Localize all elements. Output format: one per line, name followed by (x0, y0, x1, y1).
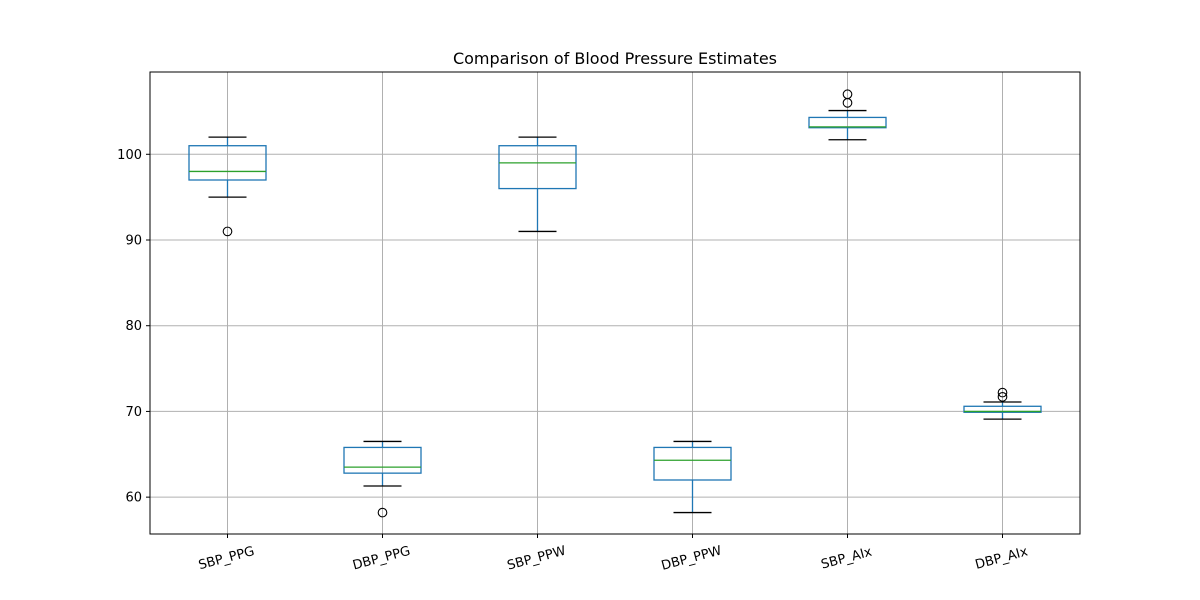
iqr-box (963, 405, 1042, 413)
box-DBP_PPW (653, 440, 732, 514)
outlier-point (377, 507, 388, 518)
iqr-box (808, 116, 887, 129)
outlier-point (997, 392, 1008, 402)
y-tick-label: 80 (125, 319, 142, 334)
outlier-point (222, 226, 233, 237)
iqr-box (343, 446, 422, 474)
y-tick-label: 60 (125, 491, 142, 506)
iqr-box (188, 145, 267, 181)
x-axis: SBP_PPG DBP_PPG SBP_PPW DBP_PPW SBP_AIx DBP_A… (197, 534, 1030, 574)
outlier-point (997, 387, 1008, 398)
iqr-box (498, 145, 577, 190)
box-DBP_PPG (343, 440, 422, 518)
grid-lines (150, 72, 1080, 534)
x-tick-label: SBP_AIx (820, 545, 874, 573)
x-tick-label: DBP_PPG (351, 544, 412, 574)
boxes (188, 89, 1042, 518)
box-SBP_AIx (808, 89, 887, 141)
box-SBP_PPW (498, 136, 577, 233)
y-tick-label: 100 (117, 148, 142, 163)
y-tick-label: 90 (125, 234, 142, 249)
x-tick-label: SBP_PPG (197, 544, 256, 573)
box-DBP_AIx (963, 387, 1042, 420)
x-tick-label: DBP_PPW (660, 543, 724, 574)
y-tick-label: 70 (125, 405, 142, 420)
y-axis: 60 70 80 90 100 (117, 148, 150, 506)
chart-title: Comparison of Blood Pressure Estimates (453, 49, 777, 68)
box-SBP_PPG (188, 136, 267, 237)
outlier-point (842, 89, 853, 100)
plot-area-frame (149, 71, 1081, 535)
x-tick-label: DBP_AIx (974, 544, 1030, 572)
iqr-box (653, 446, 732, 481)
x-tick-label: SBP_PPW (506, 544, 568, 574)
